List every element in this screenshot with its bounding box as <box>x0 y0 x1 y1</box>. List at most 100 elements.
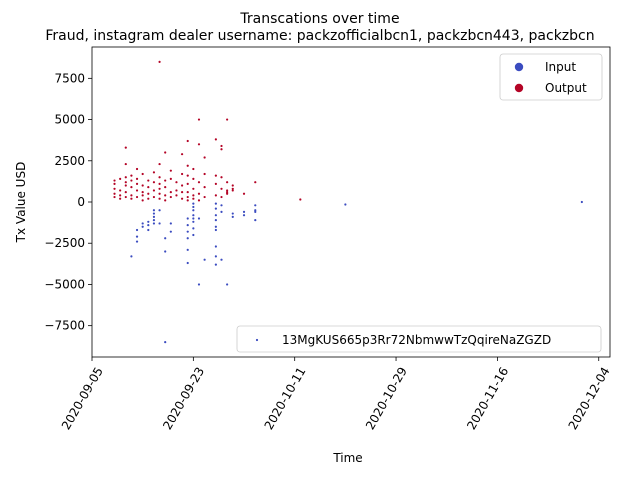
x-tick-label: 2020-09-23 <box>160 365 207 432</box>
output-point <box>186 174 189 177</box>
y-tick-label: 0 <box>77 195 85 209</box>
legend-lower: 13MgKUS665p3Rr72NbmwwTzQqireNaZGZD <box>236 325 602 353</box>
output-point <box>119 177 122 181</box>
output-point <box>186 191 189 194</box>
output-point <box>130 197 133 200</box>
output-point <box>192 187 195 190</box>
output-point <box>186 164 189 167</box>
legend-lower-box <box>236 325 602 353</box>
output-point <box>203 186 206 189</box>
output-point <box>192 177 195 181</box>
input-point <box>147 228 150 232</box>
output-point <box>203 195 206 199</box>
output-point <box>164 199 167 202</box>
data-points <box>113 60 583 344</box>
output-point <box>169 195 172 199</box>
output-point <box>220 187 223 190</box>
output-point <box>192 194 195 197</box>
output-point <box>124 176 127 179</box>
output-point <box>180 172 184 176</box>
input-point <box>242 210 246 213</box>
y-axis-ticks: −7500 −5000 −2500 0 2500 5000 7500 <box>44 71 92 333</box>
output-point <box>113 192 116 195</box>
output-point <box>113 195 116 199</box>
output-point <box>186 182 189 185</box>
input-point <box>141 225 144 228</box>
input-point <box>152 219 156 222</box>
output-point <box>214 182 217 185</box>
input-point <box>197 283 201 286</box>
output-point <box>124 191 127 194</box>
input-point <box>147 223 150 227</box>
output-point <box>197 143 201 146</box>
output-point <box>203 172 206 176</box>
legend-wallet-label: 13MgKUS665p3Rr72NbmwwTzQqireNaZGZD <box>282 333 551 347</box>
output-point <box>135 189 139 192</box>
input-point <box>164 237 167 240</box>
output-point <box>135 167 139 171</box>
input-point <box>226 283 229 286</box>
output-point <box>226 191 229 194</box>
output-point <box>152 195 156 199</box>
input-point <box>254 204 257 207</box>
output-point <box>231 187 234 190</box>
output-point <box>158 187 161 190</box>
output-point <box>124 181 127 184</box>
output-point <box>197 192 201 195</box>
input-point <box>152 209 156 212</box>
output-point <box>175 181 178 184</box>
input-point <box>580 200 583 204</box>
output-point <box>152 189 156 192</box>
output-point <box>220 144 223 148</box>
input-point <box>214 219 217 222</box>
input-point <box>164 250 167 253</box>
input-point <box>214 263 217 266</box>
legend-upper: Input Output <box>499 53 603 101</box>
output-point <box>135 177 139 181</box>
output-point <box>141 194 144 197</box>
y-axis-label: Tx Value USD <box>14 162 28 244</box>
output-point <box>169 177 172 181</box>
output-point <box>197 118 201 121</box>
input-point <box>186 217 189 220</box>
input-point <box>214 228 217 232</box>
output-point <box>214 194 217 197</box>
input-point <box>231 212 234 215</box>
output-point <box>180 184 184 187</box>
output-point <box>220 176 223 179</box>
legend-input-label: Input <box>545 60 576 74</box>
output-point <box>130 179 133 182</box>
output-point <box>152 171 156 174</box>
output-point <box>164 186 167 189</box>
output-point <box>175 189 178 192</box>
output-point <box>164 151 167 154</box>
x-tick-label: 2020-12-04 <box>566 365 613 432</box>
output-point <box>124 184 127 187</box>
input-point <box>186 223 189 227</box>
output-point <box>220 195 223 199</box>
input-point <box>214 225 217 228</box>
output-point <box>220 148 223 151</box>
output-point <box>158 182 161 185</box>
legend-upper-box <box>499 53 603 101</box>
output-point <box>119 197 122 200</box>
input-point <box>192 205 195 209</box>
output-point <box>226 181 229 184</box>
output-point <box>158 162 161 166</box>
output-point <box>130 194 133 197</box>
input-point <box>169 222 172 225</box>
output-point <box>186 139 189 143</box>
output-point <box>124 195 127 199</box>
output-point <box>186 199 189 202</box>
output-point <box>113 187 116 190</box>
output-point <box>175 194 178 197</box>
y-tick-label: 2500 <box>54 154 85 168</box>
input-point <box>135 240 139 243</box>
input-point <box>164 341 167 344</box>
x-axis-label: Time <box>332 451 362 465</box>
output-point <box>231 189 234 192</box>
input-point <box>192 209 195 212</box>
output-point <box>242 192 246 195</box>
output-point <box>141 199 144 202</box>
